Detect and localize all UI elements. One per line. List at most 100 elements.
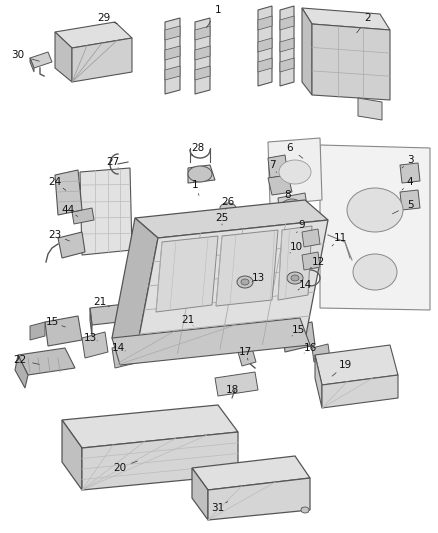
Polygon shape	[258, 6, 272, 86]
Polygon shape	[178, 325, 180, 353]
Ellipse shape	[279, 160, 311, 184]
Text: 7: 7	[268, 160, 276, 170]
Ellipse shape	[188, 166, 212, 182]
Polygon shape	[135, 220, 328, 358]
Text: 14: 14	[111, 343, 125, 353]
Polygon shape	[315, 345, 398, 385]
Text: 12: 12	[311, 257, 325, 267]
Text: 11: 11	[333, 233, 346, 243]
Polygon shape	[72, 38, 132, 82]
Polygon shape	[258, 16, 272, 30]
Polygon shape	[315, 355, 322, 408]
Polygon shape	[62, 405, 238, 448]
Ellipse shape	[291, 275, 299, 281]
Polygon shape	[165, 18, 180, 94]
Polygon shape	[280, 6, 294, 86]
Text: 15: 15	[46, 317, 59, 327]
Text: 21: 21	[181, 315, 194, 325]
Text: 6: 6	[287, 143, 293, 153]
Ellipse shape	[237, 276, 253, 288]
Polygon shape	[80, 168, 132, 255]
Polygon shape	[112, 342, 140, 368]
Polygon shape	[208, 478, 310, 520]
Text: 5: 5	[407, 200, 413, 210]
Polygon shape	[188, 165, 215, 183]
Polygon shape	[58, 232, 85, 258]
Ellipse shape	[353, 254, 397, 290]
Text: 9: 9	[299, 220, 305, 230]
Text: 1: 1	[215, 5, 221, 15]
Polygon shape	[195, 66, 210, 80]
Text: 20: 20	[113, 463, 127, 473]
Text: 17: 17	[238, 347, 251, 357]
Text: 13: 13	[251, 273, 265, 283]
Text: 25: 25	[215, 213, 229, 223]
Polygon shape	[112, 318, 310, 365]
Polygon shape	[268, 138, 322, 205]
Polygon shape	[278, 193, 308, 218]
Polygon shape	[302, 252, 320, 270]
Text: 28: 28	[191, 143, 205, 153]
Ellipse shape	[287, 272, 303, 284]
Polygon shape	[322, 375, 398, 408]
Polygon shape	[55, 170, 82, 215]
Text: 13: 13	[83, 333, 97, 343]
Polygon shape	[195, 46, 210, 60]
Polygon shape	[165, 46, 180, 60]
Polygon shape	[18, 348, 75, 375]
Polygon shape	[280, 16, 294, 30]
Polygon shape	[112, 218, 158, 358]
Text: 21: 21	[93, 297, 106, 307]
Polygon shape	[55, 32, 72, 82]
Polygon shape	[178, 320, 225, 342]
Polygon shape	[90, 308, 92, 336]
Polygon shape	[195, 18, 210, 94]
Polygon shape	[280, 38, 294, 52]
Polygon shape	[90, 303, 137, 325]
Polygon shape	[400, 163, 420, 183]
Text: 8: 8	[285, 190, 291, 200]
Polygon shape	[278, 226, 312, 300]
Polygon shape	[30, 52, 52, 68]
Polygon shape	[302, 8, 390, 30]
Polygon shape	[312, 24, 390, 100]
Ellipse shape	[220, 203, 236, 213]
Polygon shape	[82, 332, 108, 358]
Text: 44: 44	[61, 205, 74, 215]
Polygon shape	[312, 344, 330, 362]
Polygon shape	[30, 58, 34, 72]
Text: 26: 26	[221, 197, 235, 207]
Polygon shape	[400, 190, 420, 210]
Polygon shape	[165, 66, 180, 80]
Polygon shape	[268, 155, 288, 178]
Text: 30: 30	[11, 50, 25, 60]
Polygon shape	[156, 236, 218, 312]
Text: 2: 2	[365, 13, 371, 23]
Polygon shape	[15, 355, 28, 388]
Polygon shape	[165, 26, 180, 40]
Polygon shape	[258, 58, 272, 72]
Ellipse shape	[218, 220, 232, 230]
Polygon shape	[302, 229, 320, 247]
Polygon shape	[62, 420, 82, 490]
Text: 3: 3	[407, 155, 413, 165]
Polygon shape	[135, 200, 328, 238]
Polygon shape	[30, 322, 45, 340]
Text: 23: 23	[48, 230, 62, 240]
Text: 27: 27	[106, 157, 120, 167]
Text: 22: 22	[14, 355, 27, 365]
Polygon shape	[82, 432, 238, 490]
Polygon shape	[320, 145, 430, 310]
Ellipse shape	[282, 199, 302, 213]
Polygon shape	[195, 26, 210, 40]
Polygon shape	[258, 38, 272, 52]
Ellipse shape	[301, 507, 309, 513]
Polygon shape	[302, 8, 312, 95]
Text: 16: 16	[304, 343, 317, 353]
Text: 19: 19	[339, 360, 352, 370]
Polygon shape	[267, 328, 282, 346]
Polygon shape	[238, 348, 256, 366]
Text: 24: 24	[48, 177, 62, 187]
Polygon shape	[45, 316, 82, 346]
Ellipse shape	[347, 188, 403, 232]
